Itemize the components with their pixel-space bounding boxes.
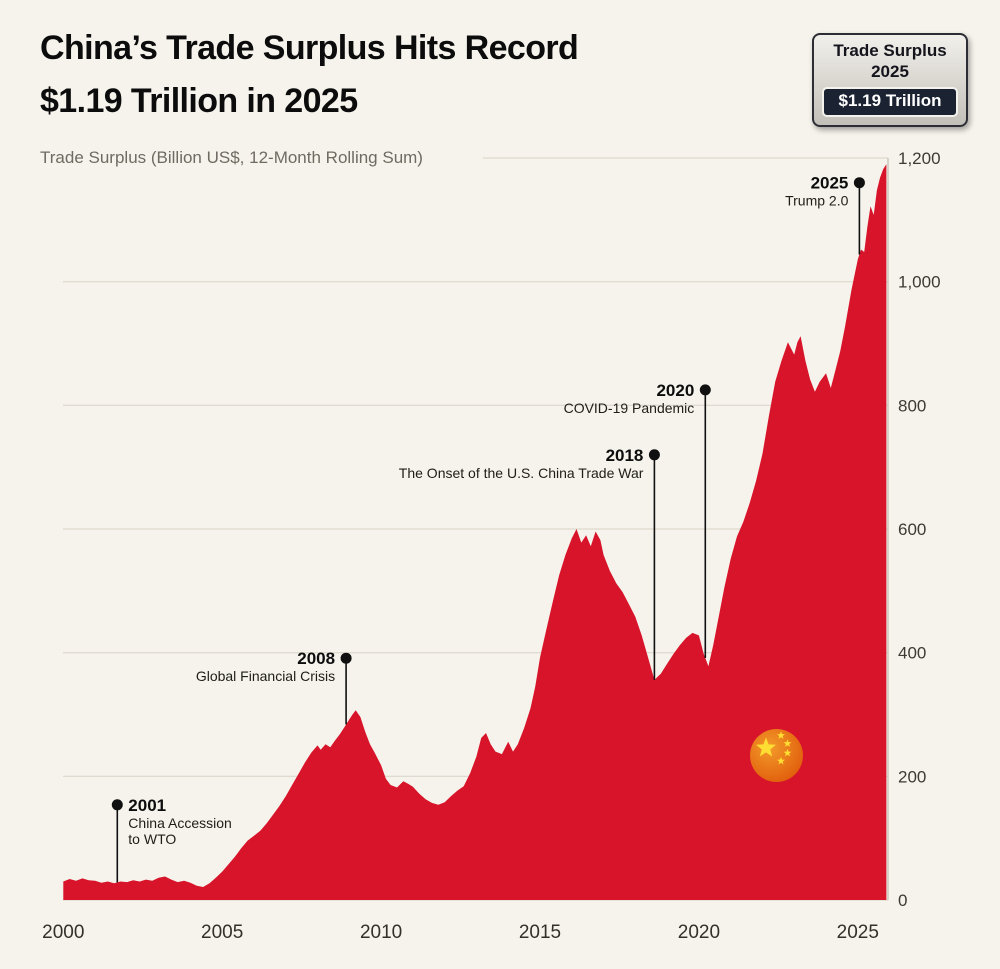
flag-big-star [756,737,776,757]
badge-label-line-2: 2025 [871,62,909,81]
flag-small-star [783,739,792,747]
x-axis-tick-label: 2010 [360,922,402,943]
x-axis-tick-label: 2005 [201,922,243,943]
annotation-dot [111,799,123,811]
badge-value: $1.19 Trillion [822,87,958,117]
y-axis-tick-label: 600 [898,520,926,539]
trade-surplus-area [63,164,887,900]
annotation-text: COVID-19 Pandemic [564,400,695,416]
page-title: China’s Trade Surplus Hits Record $1.19 … [40,22,579,128]
badge-label-line-1: Trade Surplus [833,41,947,60]
y-axis-tick-label: 400 [898,644,926,663]
annotation-text: The Onset of the U.S. China Trade War [399,465,644,481]
x-axis-tick-label: 2025 [837,922,879,943]
chart-subtitle: Trade Surplus (Billion US$, 12-Month Rol… [40,148,423,167]
y-axis-tick-label: 0 [898,891,907,910]
annotation-year-label: 2018 [606,446,644,465]
annotation-year-label: 2025 [811,174,849,193]
x-axis-tick-label: 2020 [678,922,720,943]
y-axis-tick-label: 200 [898,767,926,786]
annotation-year-label: 2008 [297,649,335,668]
china-flag-icon [750,729,803,782]
trade-surplus-badge: Trade Surplus 2025 $1.19 Trillion [812,33,968,127]
annotation-dot [648,449,660,461]
x-axis-tick-label: 2015 [519,922,561,943]
annotation-text: Global Financial Crisis [196,668,335,684]
title-line-2: $1.19 Trillion in 2025 [40,82,358,120]
flag-small-star [783,748,792,757]
annotation-text: to WTO [128,831,176,847]
flag-circle [750,729,803,782]
annotation-text: Trump 2.0 [785,193,848,209]
y-axis-tick-label: 800 [898,396,926,415]
flag-small-star [777,731,785,739]
annotation-text: China Accession [128,815,232,831]
annotation-dot [340,652,352,664]
title-line-1: China’s Trade Surplus Hits Record [40,29,579,67]
annotation-year-label: 2020 [656,381,694,400]
annotation-dot [699,384,711,396]
y-axis-tick-label: 1,000 [898,273,941,292]
flag-small-star [777,756,785,765]
annotation-dot [853,177,865,189]
y-axis-tick-label: 1,200 [898,149,941,168]
annotation-year-label: 2001 [128,796,166,815]
x-axis-tick-label: 2000 [42,922,84,943]
